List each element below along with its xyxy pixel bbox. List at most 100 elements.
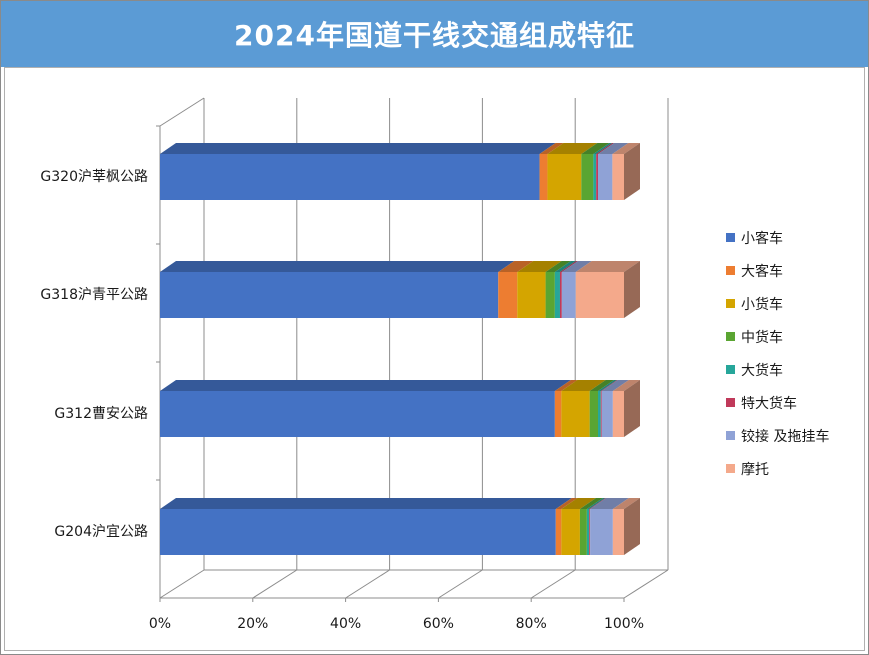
bar-segment-top bbox=[517, 261, 562, 272]
floor-gridline bbox=[530, 569, 576, 599]
bar-segment bbox=[600, 391, 602, 437]
bar-segment bbox=[601, 391, 613, 437]
bar-segment bbox=[596, 154, 599, 200]
bar-segment-top bbox=[593, 143, 613, 154]
bar-end-side bbox=[624, 261, 640, 318]
bar-end-side bbox=[624, 380, 640, 437]
legend-label: 摩托 bbox=[741, 461, 769, 478]
bar-segment bbox=[554, 272, 560, 318]
category-label: G318沪青平公路 bbox=[40, 287, 148, 303]
bar-series bbox=[160, 143, 640, 555]
bar-segment-top bbox=[586, 498, 606, 509]
bar-segment-top bbox=[561, 261, 592, 272]
x-tick-label: 40% bbox=[330, 616, 361, 632]
x-tick-label: 80% bbox=[516, 616, 547, 632]
bar-segment-top bbox=[612, 380, 640, 391]
legend-swatch bbox=[726, 398, 735, 407]
legend-label: 中货车 bbox=[741, 329, 783, 346]
bar-segment-top bbox=[554, 261, 576, 272]
chart-title: 2024年国道干线交通组成特征 bbox=[1, 1, 868, 67]
bar-segment bbox=[554, 391, 562, 437]
bar-segment-top bbox=[160, 143, 556, 154]
bar-segment bbox=[589, 509, 591, 555]
floor-gridline bbox=[623, 569, 669, 599]
legend-swatch bbox=[726, 365, 735, 374]
bar-segment-top bbox=[547, 143, 598, 154]
bar-segment bbox=[561, 391, 590, 437]
bar-segment-top bbox=[612, 143, 640, 154]
bar-segment bbox=[545, 272, 555, 318]
bar-segment bbox=[539, 154, 548, 200]
legend-swatch bbox=[726, 299, 735, 308]
bar-segment bbox=[612, 509, 624, 555]
bar-segment bbox=[586, 509, 590, 555]
wall-top-edge bbox=[159, 97, 205, 127]
bar-segment-top bbox=[539, 143, 564, 154]
x-tick-label: 100% bbox=[604, 616, 644, 632]
bar-segment bbox=[612, 154, 624, 200]
category-label: G320沪莘枫公路 bbox=[40, 168, 148, 185]
bar-segment bbox=[561, 272, 576, 318]
x-tick-label: 0% bbox=[149, 616, 171, 632]
legend-label: 小货车 bbox=[741, 296, 783, 313]
legend-label: 小客车 bbox=[741, 230, 783, 247]
bar-segment-top bbox=[581, 143, 610, 154]
category-label: G312曹安公路 bbox=[54, 406, 148, 422]
bar-segment-top bbox=[601, 380, 629, 391]
bar-segment bbox=[590, 509, 613, 555]
bar-segment bbox=[598, 391, 601, 437]
bar-segment bbox=[160, 509, 556, 555]
bar-segment-top bbox=[559, 261, 578, 272]
bar-segment bbox=[589, 391, 599, 437]
bar-segment bbox=[593, 154, 597, 200]
bar-segment-top bbox=[575, 261, 640, 272]
bar-segment bbox=[517, 272, 546, 318]
bar-segment-top bbox=[160, 498, 572, 509]
bar-segment bbox=[555, 509, 562, 555]
bar-segment bbox=[612, 391, 624, 437]
floor-gridline bbox=[252, 569, 298, 599]
bar-segment-top bbox=[589, 380, 615, 391]
x-axis-ticks: 0% 20% 40% 60% 80% 100% bbox=[149, 616, 644, 632]
bar-segment-top bbox=[590, 498, 629, 509]
x-tick-label: 60% bbox=[423, 616, 454, 632]
bar-segment bbox=[561, 509, 580, 555]
bar-segment-top bbox=[598, 380, 617, 391]
bar-segment bbox=[598, 154, 613, 200]
legend-swatch bbox=[726, 431, 735, 440]
legend-label: 大客车 bbox=[741, 263, 783, 280]
bar-segment-top bbox=[545, 261, 571, 272]
bar-segment bbox=[160, 272, 499, 318]
bar-end-side bbox=[624, 498, 640, 555]
bar-segment-top bbox=[598, 143, 629, 154]
bar-segment bbox=[581, 154, 594, 200]
category-labels: G320沪莘枫公路 G318沪青平公路 G312曹安公路 G204沪宜公路 bbox=[40, 168, 148, 540]
bar-segment-top bbox=[600, 380, 618, 391]
legend-label: 大货车 bbox=[741, 362, 783, 379]
bar-segment-top bbox=[579, 498, 603, 509]
bar-segment bbox=[579, 509, 587, 555]
legend-label: 铰接 及拖挂车 bbox=[741, 428, 829, 445]
legend-swatch bbox=[726, 266, 735, 275]
bar-segment bbox=[160, 391, 555, 437]
bar-segment bbox=[498, 272, 518, 318]
legend-swatch bbox=[726, 233, 735, 242]
bar-end-side bbox=[624, 143, 640, 200]
legend-label: 特大货车 bbox=[741, 395, 797, 412]
bar-segment bbox=[575, 272, 624, 318]
legend-swatch bbox=[726, 464, 735, 473]
plot-area-border bbox=[4, 67, 865, 651]
bar-segment-top bbox=[612, 498, 640, 509]
bar-segment bbox=[160, 154, 540, 200]
bar-segment-top bbox=[554, 380, 578, 391]
floor-gridline bbox=[438, 569, 483, 599]
bar-segment-top bbox=[596, 143, 615, 154]
bar-segment-top bbox=[589, 498, 607, 509]
category-label: G204沪宜公路 bbox=[54, 524, 148, 540]
floor-gridline bbox=[159, 569, 205, 599]
bar-segment-top bbox=[555, 498, 578, 509]
bar-segment bbox=[559, 272, 562, 318]
bar-segment-top bbox=[498, 261, 534, 272]
